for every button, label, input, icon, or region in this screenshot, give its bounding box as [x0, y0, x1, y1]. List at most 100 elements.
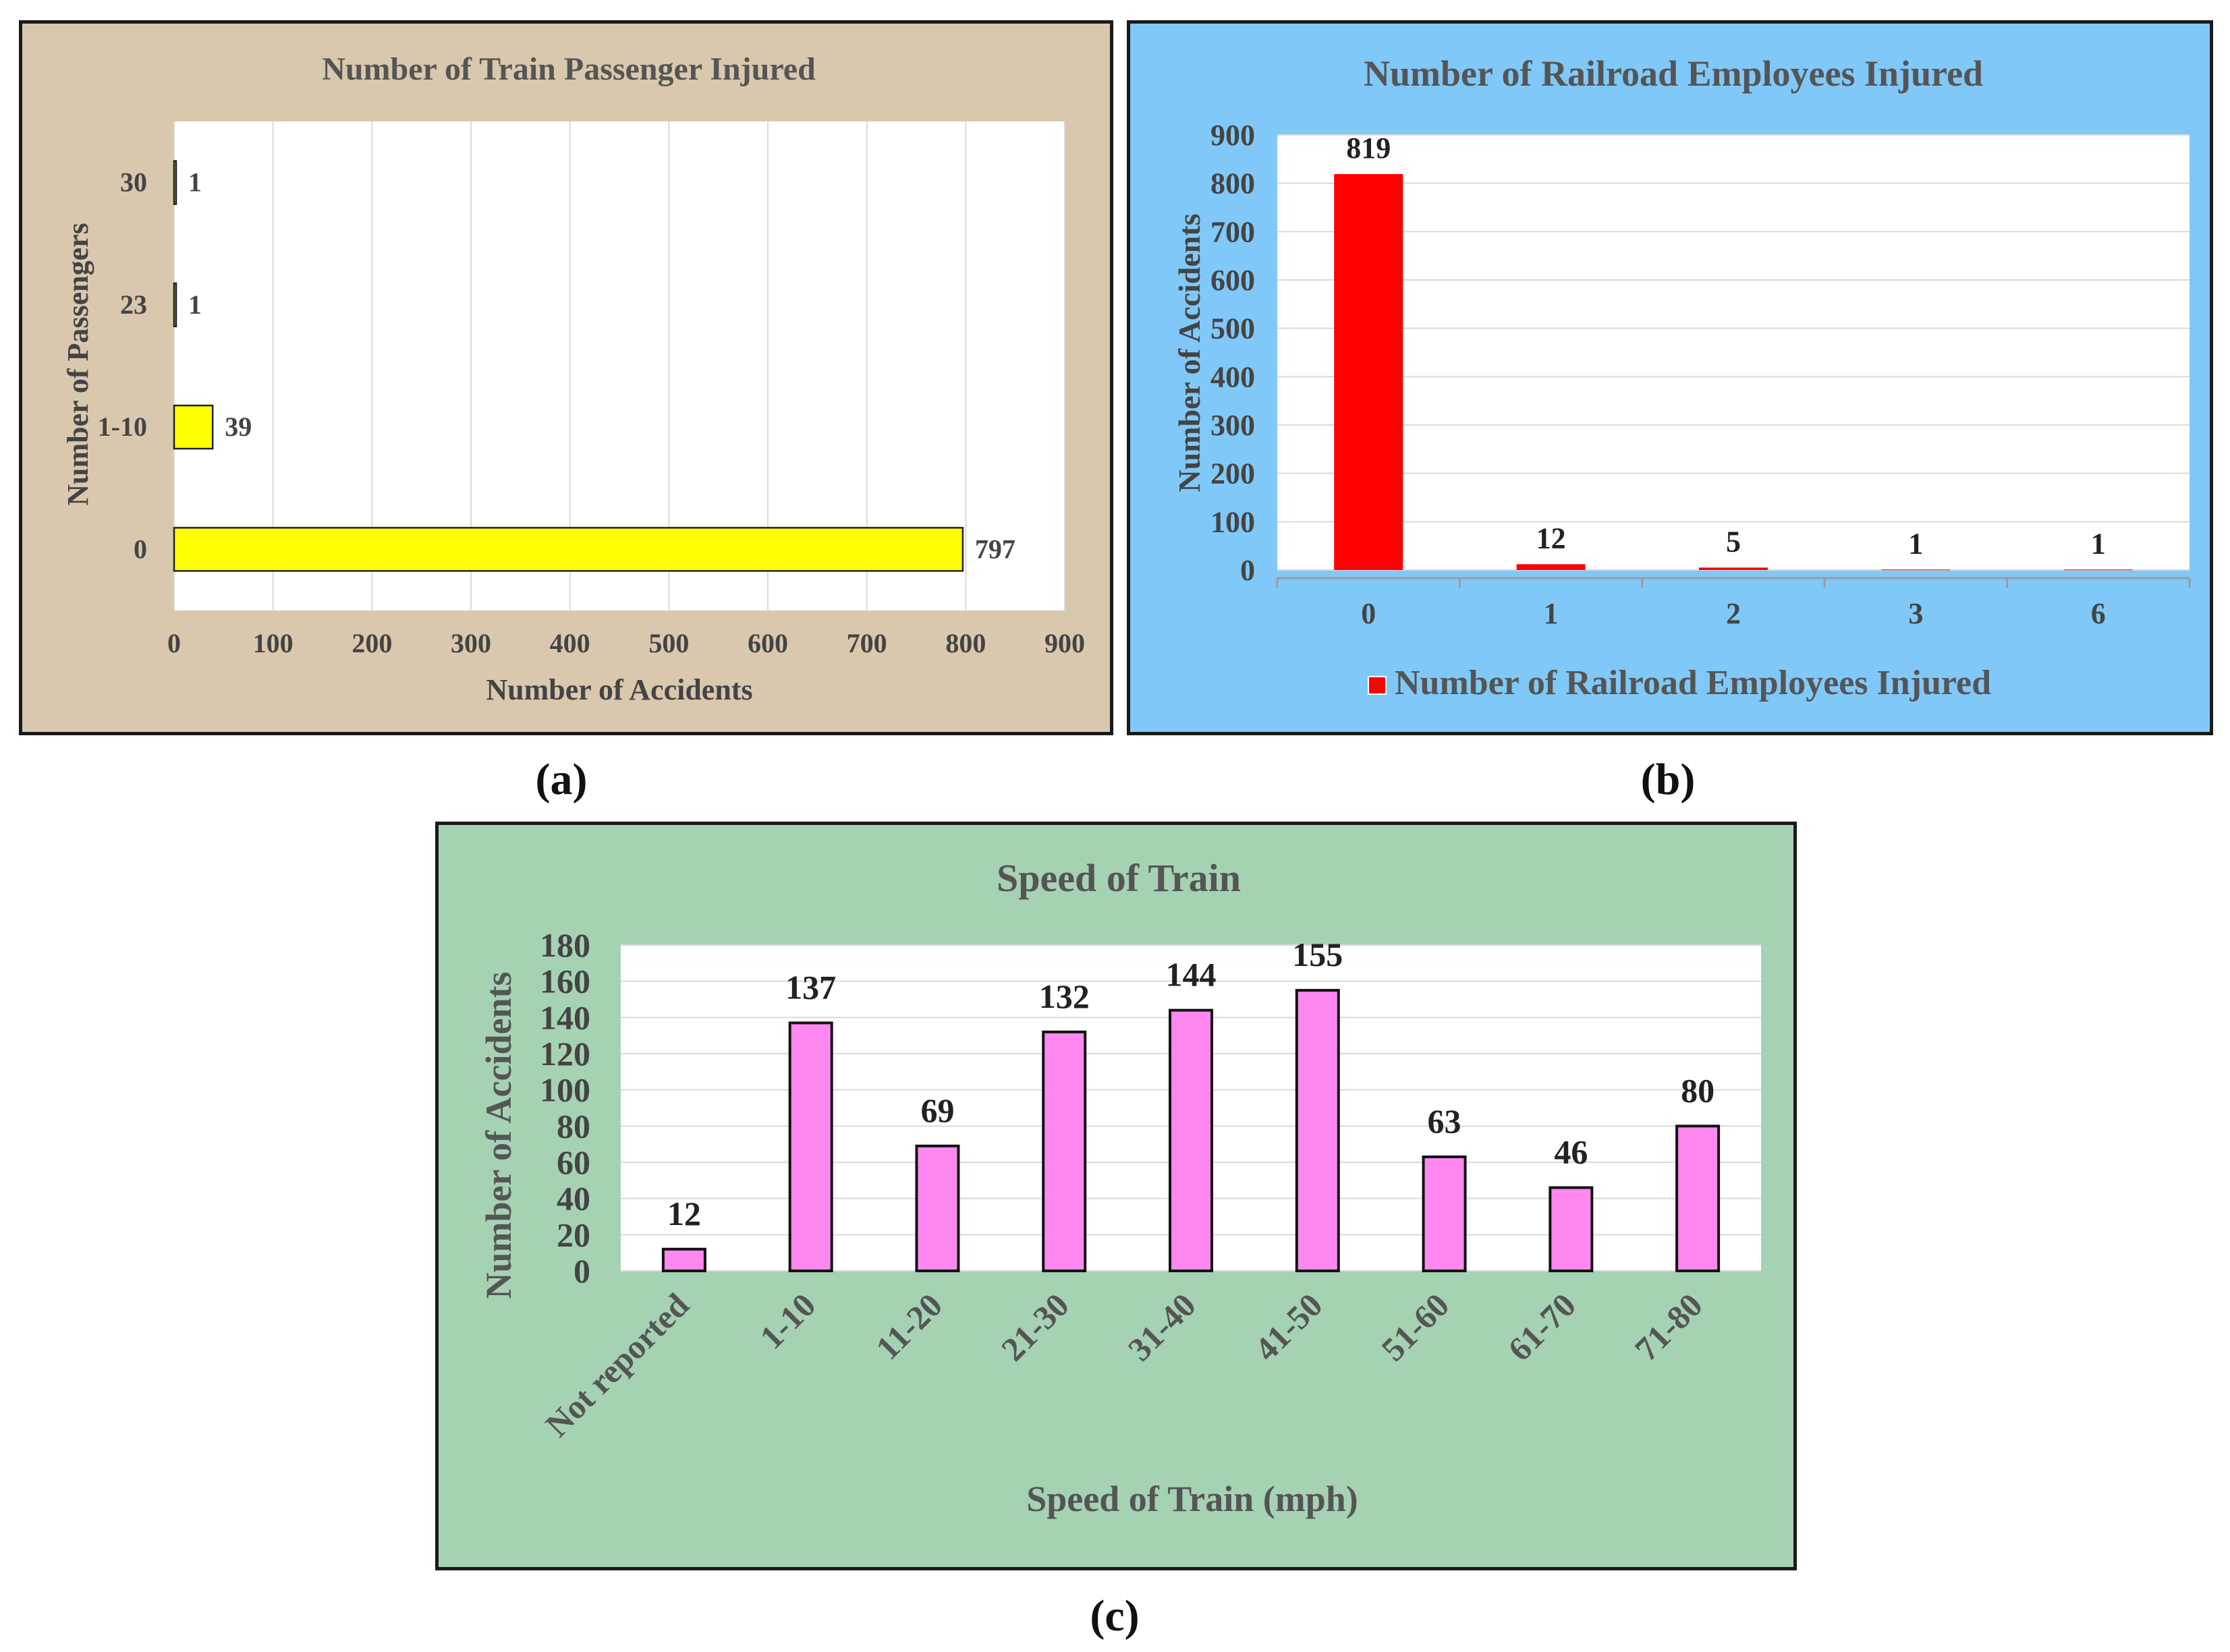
x-tick-label: 61-70 — [1501, 1286, 1583, 1368]
train-speed-chart: Speed of Train02040608010012014016018012… — [478, 856, 1761, 1519]
x-tick-label: 600 — [748, 628, 788, 658]
x-tick-label: 200 — [352, 628, 392, 658]
x-tick-label: 0 — [1361, 597, 1376, 630]
data-label: 12 — [1536, 521, 1566, 554]
x-tick-label: 900 — [1044, 628, 1085, 658]
y-tick-label: 0 — [1240, 554, 1255, 587]
x-tick-label: 31-40 — [1121, 1286, 1203, 1368]
y-tick-label: 500 — [1210, 312, 1255, 345]
panel-label-b: (b) — [1640, 755, 1696, 804]
y-tick-label: 0 — [134, 534, 147, 564]
y-axis-label: Number of Accidents — [478, 972, 519, 1299]
bar — [1334, 174, 1403, 570]
chart-panel-c: Speed of Train 0 20 40 60 80 100 120 140 160 180 12… — [435, 822, 1797, 1570]
bar — [1042, 1030, 1087, 1272]
panel-label-a: (a) — [535, 755, 588, 804]
bar — [1422, 1155, 1467, 1273]
y-tick-label: 100 — [1210, 505, 1255, 538]
y-tick-label: 40 — [557, 1180, 590, 1218]
y-tick-label: 60 — [557, 1143, 590, 1181]
x-tick-label: 300 — [451, 628, 491, 658]
data-label: 12 — [667, 1195, 701, 1232]
bar — [1169, 1008, 1213, 1272]
y-tick-label: 900 — [1210, 119, 1255, 152]
chart-panel-b: Number of Railroad Employees Injured 0 100… — [1127, 20, 2213, 735]
employees-injured-chart: Number of Railroad Employees Injured 0 100… — [1172, 53, 2191, 702]
data-label: 132 — [1039, 977, 1090, 1015]
y-tick-label: 180 — [540, 926, 590, 964]
legend-label: Number of Railroad Employees Injured — [1395, 664, 1991, 702]
x-tick-label: Not reported — [538, 1286, 696, 1444]
x-tick-label: 6 — [2091, 597, 2106, 630]
bar — [1881, 569, 1951, 571]
data-label: 69 — [920, 1091, 954, 1129]
x-tick-label: 71-80 — [1627, 1286, 1710, 1368]
data-label: 5 — [1726, 525, 1741, 558]
x-tick-label: 1 — [1544, 597, 1559, 630]
data-label: 155 — [1292, 936, 1343, 973]
y-tick-label: 300 — [1210, 409, 1255, 442]
chart-title: Number of Train Passenger Injured — [322, 51, 816, 87]
data-label: 1 — [2091, 527, 2106, 560]
x-tick-label: 0 — [167, 628, 181, 658]
bar — [1699, 567, 1768, 570]
y-tick-label: 400 — [1210, 360, 1255, 393]
bar — [173, 282, 177, 328]
y-tick-label: 800 — [1210, 167, 1255, 200]
x-tick-label: 41-50 — [1247, 1286, 1329, 1368]
panel-label-c: (c) — [1090, 1591, 1140, 1641]
x-tick-label: 100 — [253, 628, 294, 658]
x-tick-label: 3 — [1908, 597, 1923, 630]
chart-panel-a: Number of Train Passenger Injured 0 100 200… — [19, 20, 1113, 735]
y-tick-label: 600 — [1210, 264, 1255, 297]
data-label: 63 — [1428, 1102, 1461, 1140]
data-label: 797 — [975, 534, 1015, 564]
x-tick-label: 51-60 — [1374, 1286, 1456, 1368]
data-label: 1 — [1908, 527, 1923, 560]
bar — [1549, 1186, 1594, 1272]
x-tick-label: 2 — [1726, 597, 1741, 630]
y-tick-label: 1-10 — [98, 411, 147, 442]
plot-area — [1277, 135, 2190, 570]
y-tick-label: 200 — [1210, 457, 1255, 490]
y-tick-label: 30 — [120, 167, 147, 198]
x-tick-label: 800 — [945, 628, 986, 658]
bar — [173, 404, 214, 450]
x-tick-label: 1-10 — [752, 1286, 823, 1356]
bar — [173, 160, 177, 205]
data-label: 144 — [1166, 956, 1217, 994]
x-tick-label: 11-20 — [868, 1286, 949, 1367]
data-label: 39 — [225, 411, 252, 442]
y-tick-label: 700 — [1210, 215, 1255, 248]
y-tick-label: 160 — [540, 963, 590, 1000]
bar — [915, 1144, 960, 1272]
x-tick-label: 21-30 — [994, 1286, 1076, 1368]
bar — [661, 1247, 706, 1272]
x-tick-label: 500 — [648, 628, 689, 658]
bar — [1295, 989, 1340, 1272]
y-tick-label: 140 — [540, 998, 590, 1036]
data-label: 137 — [785, 968, 836, 1006]
x-axis-label: Number of Accidents — [486, 673, 752, 706]
y-tick-label: 100 — [540, 1071, 590, 1109]
bar — [173, 527, 964, 572]
bar — [1675, 1124, 1721, 1273]
y-axis-label: Number of Passengers — [61, 223, 94, 506]
y-tick-label: 80 — [557, 1107, 590, 1145]
legend-swatch — [1368, 676, 1387, 695]
y-tick-label: 23 — [120, 289, 147, 320]
passenger-injured-chart: Number of Train Passenger Injured 0 100 200… — [61, 51, 1085, 706]
data-label: 46 — [1554, 1133, 1588, 1171]
y-tick-label: 20 — [557, 1216, 590, 1253]
y-axis-label: Number of Accidents — [1172, 213, 1206, 492]
x-tick-label: 700 — [847, 628, 887, 658]
data-label: 1 — [188, 289, 202, 320]
y-tick-label: 120 — [540, 1035, 590, 1073]
data-label: 819 — [1346, 132, 1391, 165]
bar — [2063, 569, 2133, 571]
x-tick-label: 400 — [550, 628, 590, 658]
y-tick-label: 0 — [574, 1252, 590, 1290]
bar — [1516, 564, 1586, 570]
x-axis-label: Speed of Train (mph) — [1026, 1479, 1358, 1519]
chart-title: Number of Railroad Employees Injured — [1364, 53, 1983, 94]
